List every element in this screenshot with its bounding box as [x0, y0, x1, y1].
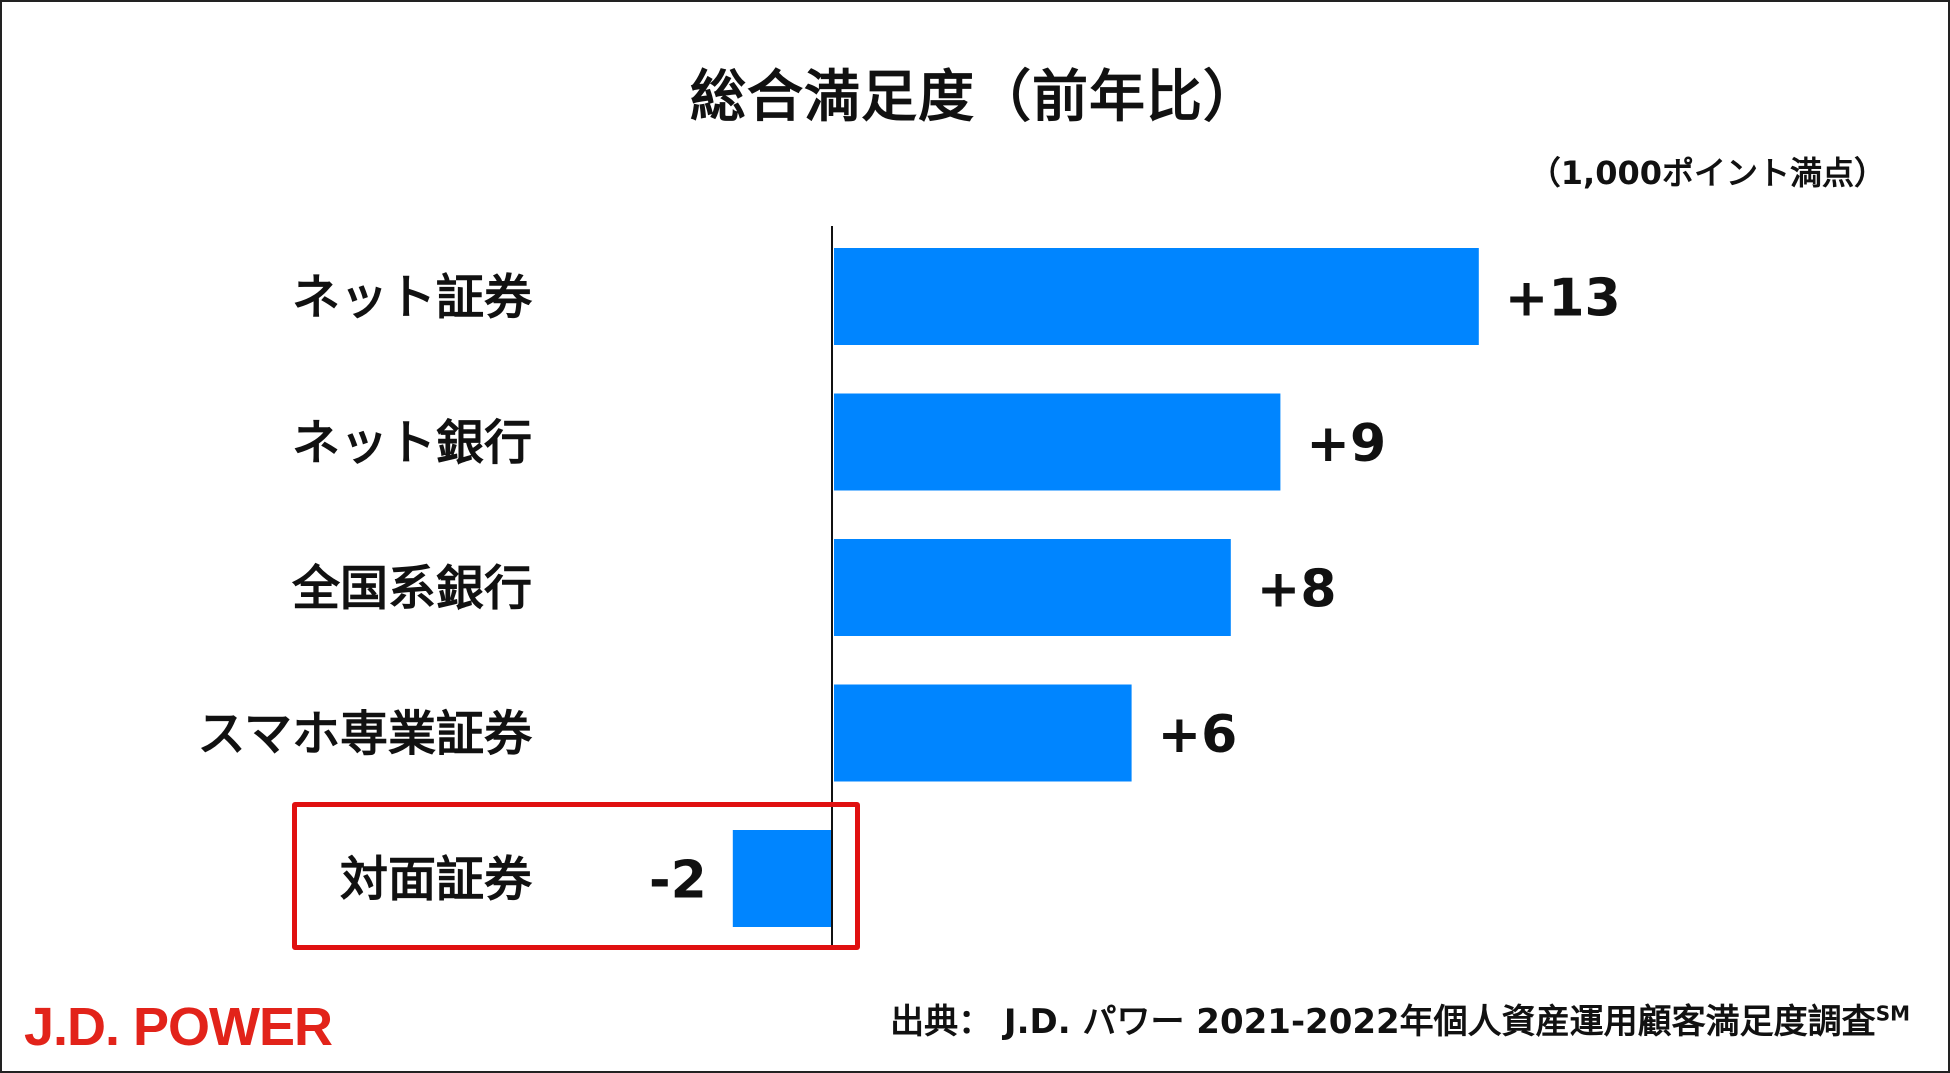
value-label-2: +9 [1306, 414, 1386, 474]
value-label-5: -2 [649, 851, 707, 911]
value-label-3: +8 [1257, 560, 1337, 620]
bar-4 [834, 684, 1132, 782]
value-label-1: +13 [1505, 269, 1621, 329]
highlight-box [292, 802, 860, 950]
chart-title: 総合満足度（前年比） [690, 65, 1260, 130]
bar-1 [834, 248, 1479, 345]
category-label-2: ネット銀行 [292, 415, 532, 471]
bar-2 [834, 393, 1281, 491]
source-text: 出典： J.D. パワー 2021-2022年個人資産運用顧客満足度調査 [890, 1002, 1876, 1042]
value-label-4: +6 [1158, 705, 1238, 765]
category-label-5: 対面証券 [340, 852, 533, 908]
bar-3 [834, 539, 1231, 636]
category-label-1: ネット証券 [292, 270, 533, 326]
source-superscript: SM [1875, 1001, 1910, 1026]
category-label-3: 全国系銀行 [291, 561, 532, 617]
source-note: 出典： J.D. パワー 2021-2022年個人資産運用顧客満足度調査SM [890, 994, 1910, 1043]
jd-power-logo: J.D. POWER [24, 997, 333, 1057]
category-label-4: スマホ専業証券 [197, 706, 533, 762]
bar-5 [732, 830, 832, 927]
unit-note: （1,000ポイント満点） [1528, 154, 1886, 192]
